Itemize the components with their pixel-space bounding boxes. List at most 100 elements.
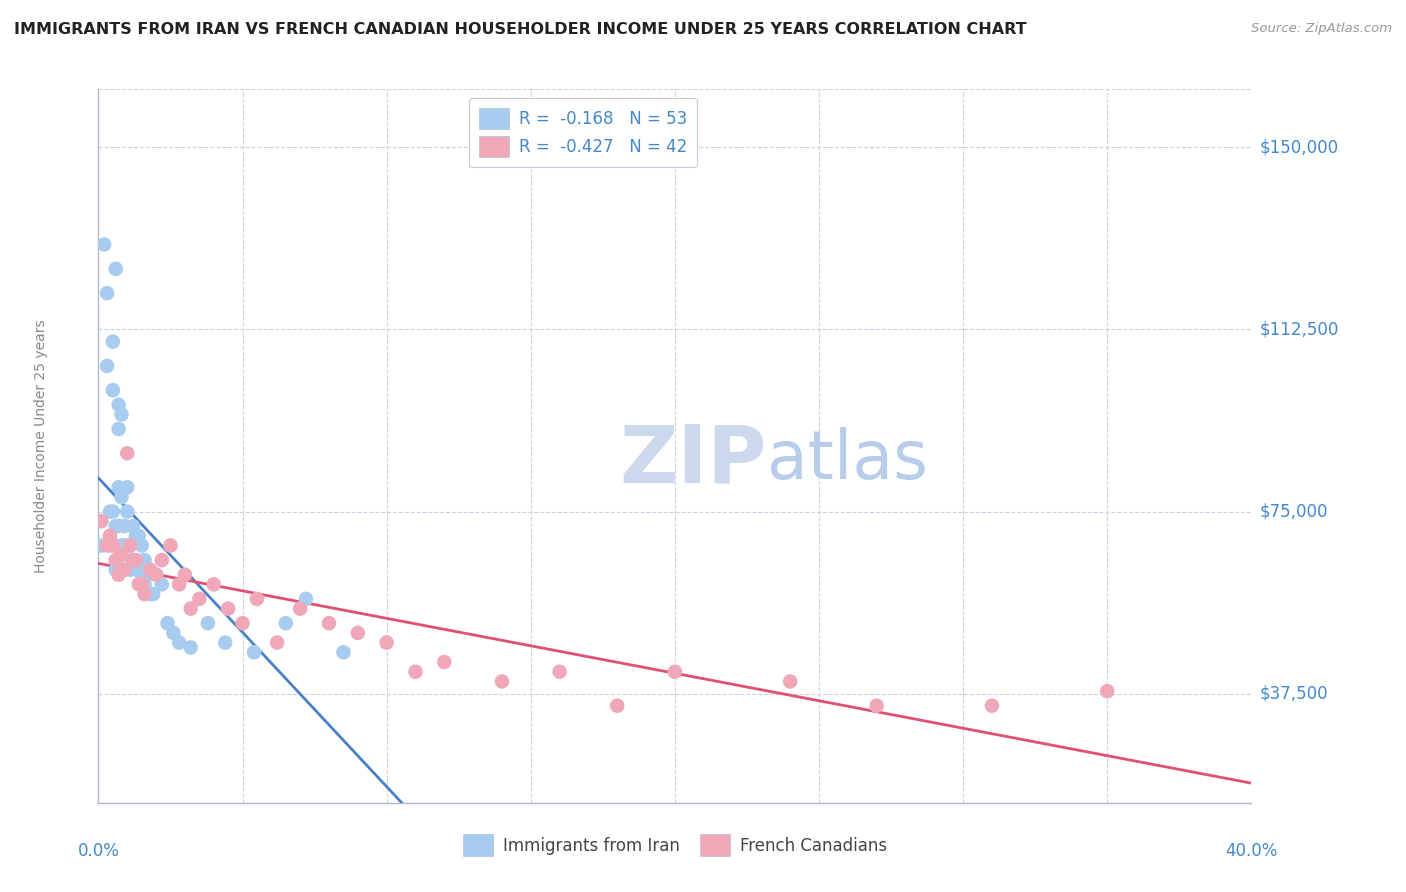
Text: Source: ZipAtlas.com: Source: ZipAtlas.com	[1251, 22, 1392, 36]
Point	[136, 567, 159, 582]
Text: atlas: atlas	[768, 427, 928, 493]
Point	[110, 408, 132, 422]
Point	[332, 645, 354, 659]
Point	[131, 567, 153, 582]
Point	[159, 539, 181, 553]
Point	[346, 626, 368, 640]
Point	[117, 539, 138, 553]
Point	[96, 539, 118, 553]
Text: 0.0%: 0.0%	[77, 842, 120, 860]
Point	[491, 674, 513, 689]
Point	[1097, 684, 1119, 698]
Point	[112, 539, 135, 553]
Point	[606, 698, 628, 713]
Point	[405, 665, 427, 679]
Point	[90, 514, 112, 528]
Point	[110, 548, 132, 562]
Point	[122, 553, 145, 567]
Point	[112, 563, 135, 577]
Point	[104, 261, 127, 276]
Point	[107, 398, 129, 412]
Point	[167, 635, 190, 649]
Point	[107, 422, 129, 436]
Point	[117, 446, 138, 460]
Point	[98, 529, 121, 543]
Point	[318, 616, 340, 631]
Legend: Immigrants from Iran, French Canadians: Immigrants from Iran, French Canadians	[453, 824, 897, 866]
Point	[125, 529, 148, 543]
Point	[202, 577, 225, 591]
Point	[107, 567, 129, 582]
Point	[981, 698, 1004, 713]
Point	[866, 698, 889, 713]
Point	[110, 490, 132, 504]
Point	[131, 539, 153, 553]
Point	[110, 539, 132, 553]
Point	[134, 587, 156, 601]
Point	[101, 334, 124, 349]
Point	[125, 558, 148, 572]
Point	[128, 529, 150, 543]
Text: $112,500: $112,500	[1260, 320, 1339, 338]
Point	[112, 519, 135, 533]
Point	[174, 567, 197, 582]
Point	[156, 616, 179, 631]
Text: ZIP: ZIP	[620, 421, 768, 500]
Point	[231, 616, 254, 631]
Text: $75,000: $75,000	[1260, 502, 1329, 521]
Point	[290, 601, 312, 615]
Point	[295, 591, 318, 606]
Point	[145, 567, 167, 582]
Point	[98, 504, 121, 518]
Point	[93, 237, 115, 252]
Point	[104, 539, 127, 553]
Point	[243, 645, 266, 659]
Point	[117, 480, 138, 494]
Point	[107, 480, 129, 494]
Point	[266, 635, 288, 649]
Point	[433, 655, 456, 669]
Point	[101, 504, 124, 518]
Point	[375, 635, 398, 649]
Point	[217, 601, 239, 615]
Point	[128, 563, 150, 577]
Point	[214, 635, 236, 649]
Point	[150, 553, 173, 567]
Point	[180, 601, 202, 615]
Point	[134, 577, 156, 591]
Text: $150,000: $150,000	[1260, 138, 1339, 156]
Point	[101, 539, 124, 553]
Point	[90, 539, 112, 553]
Point	[274, 616, 297, 631]
Point	[548, 665, 571, 679]
Point	[98, 539, 121, 553]
Point	[162, 626, 184, 640]
Point	[139, 587, 162, 601]
Point	[107, 519, 129, 533]
Point	[188, 591, 211, 606]
Text: IMMIGRANTS FROM IRAN VS FRENCH CANADIAN HOUSEHOLDER INCOME UNDER 25 YEARS CORREL: IMMIGRANTS FROM IRAN VS FRENCH CANADIAN …	[14, 22, 1026, 37]
Text: $37,500: $37,500	[1260, 684, 1329, 703]
Point	[96, 286, 118, 301]
Point	[128, 577, 150, 591]
Text: 40.0%: 40.0%	[1225, 842, 1278, 860]
Point	[142, 587, 165, 601]
Text: Householder Income Under 25 years: Householder Income Under 25 years	[34, 319, 48, 573]
Point	[197, 616, 219, 631]
Point	[112, 563, 135, 577]
Point	[104, 563, 127, 577]
Point	[120, 539, 142, 553]
Point	[104, 519, 127, 533]
Point	[134, 553, 156, 567]
Point	[120, 563, 142, 577]
Point	[664, 665, 686, 679]
Point	[96, 359, 118, 373]
Point	[122, 519, 145, 533]
Point	[779, 674, 801, 689]
Point	[122, 553, 145, 567]
Point	[145, 567, 167, 582]
Point	[120, 539, 142, 553]
Point	[131, 577, 153, 591]
Point	[180, 640, 202, 655]
Point	[150, 577, 173, 591]
